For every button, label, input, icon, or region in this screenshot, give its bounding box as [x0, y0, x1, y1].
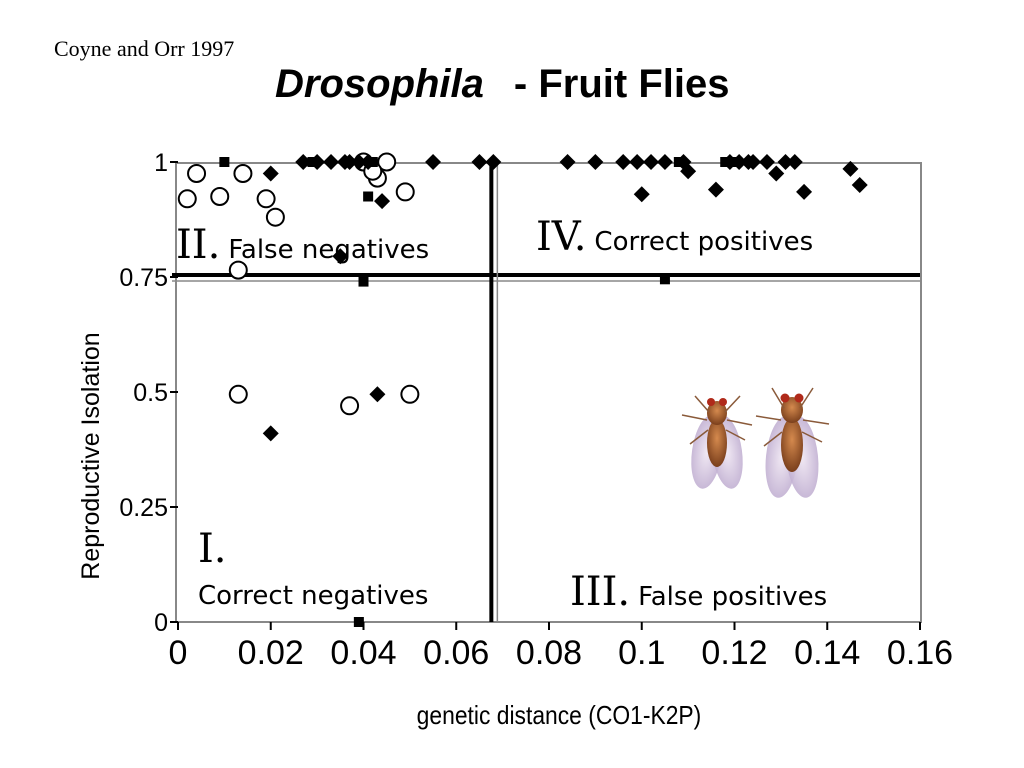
data-point-diamond [262, 425, 279, 442]
data-point-diamond [341, 154, 358, 170]
data-point-diamond [485, 154, 502, 170]
data-point-diamond [758, 154, 775, 170]
data-point-diamond [471, 154, 488, 170]
data-point-diamond [707, 181, 724, 198]
data-point-circle [177, 189, 197, 209]
data-point-diamond [680, 163, 697, 180]
y-tick-label: 0 [154, 609, 168, 637]
data-point-square [673, 157, 684, 167]
y-tick-label: 0.75 [119, 264, 168, 292]
data-point-square [358, 276, 369, 287]
data-point-circle [228, 384, 248, 404]
x-tick-label: 0 [169, 634, 188, 672]
data-point-square [219, 157, 230, 167]
data-point-diamond [656, 154, 673, 170]
data-point-diamond [374, 193, 391, 210]
data-point-diamond [629, 154, 646, 170]
data-point-diamond [768, 165, 785, 182]
title-genus: Drosophila [275, 62, 484, 106]
data-point-diamond [777, 154, 794, 170]
x-tick-label: 0.02 [238, 634, 304, 672]
data-point-diamond [842, 160, 859, 177]
x-tick-label: 0.16 [887, 634, 953, 672]
data-point-square [659, 274, 670, 285]
data-point-diamond [796, 183, 813, 200]
data-point-circle [395, 182, 415, 202]
x-tick-label: 0.14 [794, 634, 860, 672]
fruit-fly-right [755, 387, 830, 498]
data-point-circle [265, 207, 285, 227]
data-point-diamond [559, 154, 576, 170]
x-axis-label: genetic distance (CO1-K2P) [417, 702, 702, 731]
quadrant-2-label: II. False negatives [176, 222, 429, 268]
data-point-diamond [295, 154, 312, 170]
data-point-diamond [615, 154, 632, 170]
data-point-square [367, 157, 378, 167]
data-point-diamond [786, 154, 803, 170]
data-point-diamond [587, 154, 604, 170]
data-point-diamond [332, 248, 349, 265]
y-tick-label: 0.25 [119, 494, 168, 522]
fruit-fly-left [681, 395, 753, 489]
citation-credit: Coyne and Orr 1997 [54, 36, 235, 61]
data-point-square [720, 157, 731, 167]
quadrant-4-label: IV. Correct positives [536, 214, 813, 260]
data-point-circle [340, 396, 360, 416]
data-point-diamond [350, 154, 367, 170]
data-point-circle [377, 152, 397, 172]
data-point-circle [210, 187, 230, 206]
data-point-diamond [369, 386, 386, 403]
title-common-name: - Fruit Flies [513, 62, 730, 106]
slide-title: Drosophila - Fruit Flies [275, 62, 729, 107]
quadrant-3-label: III. False positives [570, 569, 827, 615]
data-point-diamond [745, 154, 762, 170]
data-point-diamond [643, 154, 660, 170]
y-tick-label: 1 [154, 149, 168, 177]
y-tick-label: 0.5 [133, 379, 168, 407]
data-point-circle [400, 384, 420, 404]
fruit-flies-image [672, 378, 834, 502]
data-point-diamond [425, 154, 442, 170]
x-tick-label: 0.06 [423, 634, 489, 672]
data-point-diamond [323, 154, 340, 170]
x-tick-label: 0.04 [330, 634, 396, 672]
data-point-square [353, 617, 364, 627]
data-point-diamond [851, 177, 868, 193]
data-point-square [729, 157, 740, 167]
x-tick-label: 0.08 [516, 634, 582, 672]
data-point-circle [233, 164, 253, 183]
quadrant-1-label: Correct negatives [198, 581, 428, 611]
data-point-square [307, 157, 318, 167]
data-point-diamond [262, 165, 279, 182]
data-point-circle [228, 260, 248, 280]
x-tick-label: 0.1 [618, 634, 665, 672]
data-point-diamond [633, 186, 650, 203]
data-point-circle [256, 189, 276, 209]
data-point-square [363, 191, 374, 202]
x-tick-label: 0.12 [701, 634, 767, 672]
y-axis-label: Reproductive Isolation [77, 332, 105, 579]
quadrant-1-numeral: I. [198, 526, 227, 572]
data-point-circle [187, 164, 207, 183]
